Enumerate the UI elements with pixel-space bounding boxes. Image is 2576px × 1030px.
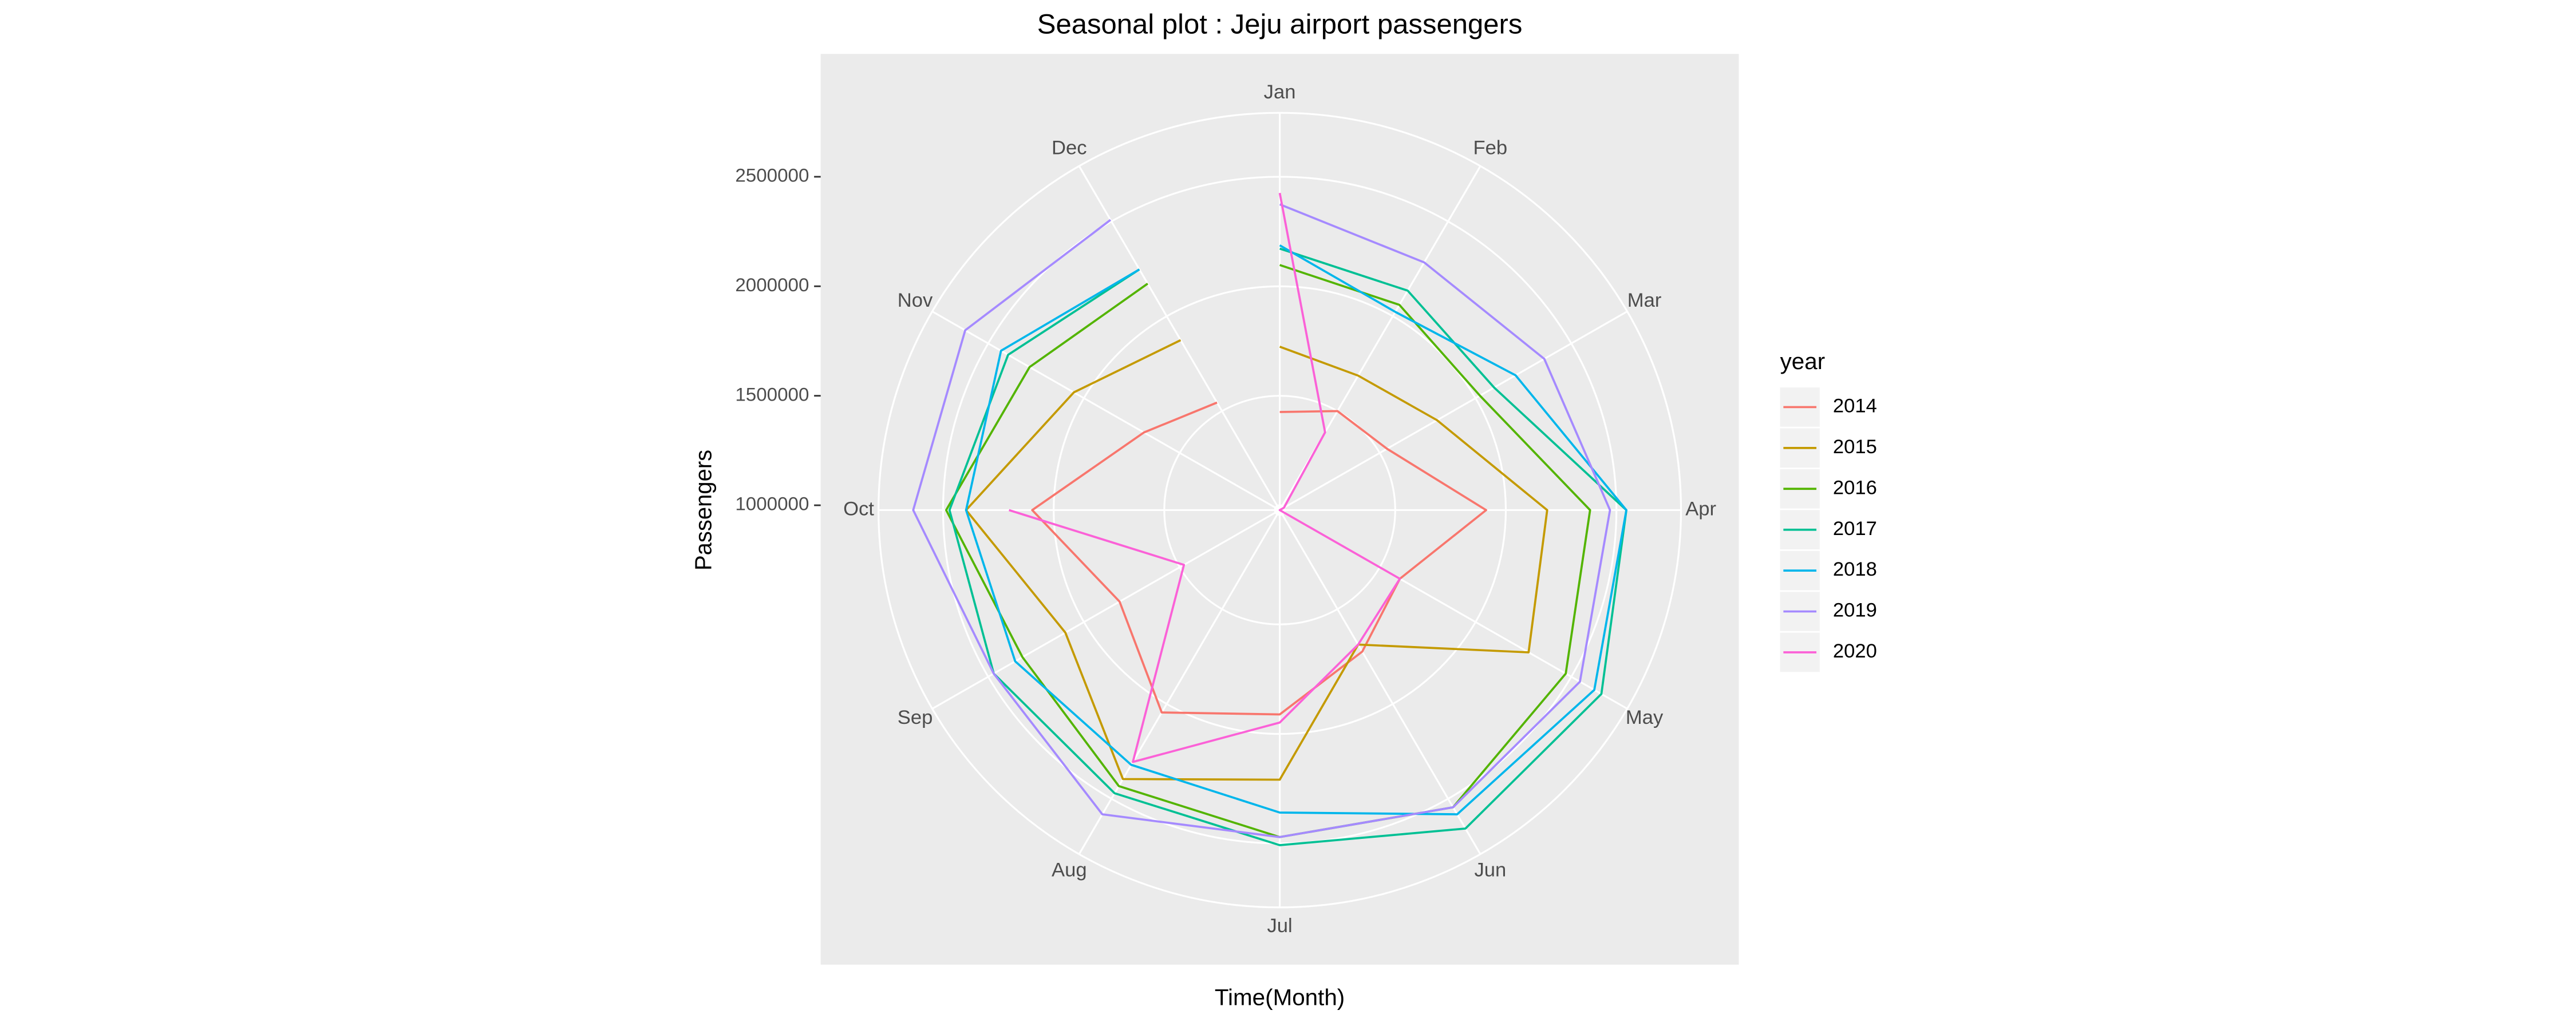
- spoke: [1279, 310, 1628, 511]
- legend-label: 2017: [1833, 518, 1877, 540]
- month-label: Aug: [1052, 859, 1087, 881]
- spoke: [1078, 165, 1281, 511]
- legend-label: 2016: [1833, 477, 1877, 498]
- month-label: Dec: [1052, 137, 1087, 159]
- series-line: [1009, 192, 1401, 763]
- chart-title: Seasonal plot : Jeju airport passengers: [1037, 9, 1523, 40]
- legend-label: 2020: [1833, 640, 1877, 662]
- spoke: [1279, 509, 1481, 855]
- y-tick-label: 1500000: [735, 383, 809, 405]
- legend-label: 2018: [1833, 558, 1877, 580]
- series-line: [948, 247, 1627, 846]
- month-label: Jan: [1264, 81, 1296, 103]
- legend-title: year: [1780, 348, 1826, 374]
- month-label: Sep: [898, 707, 933, 728]
- month-label: Jul: [1267, 915, 1292, 937]
- month-label: Nov: [898, 290, 933, 311]
- month-label: Jun: [1474, 859, 1506, 881]
- spoke: [1078, 509, 1281, 855]
- series-line: [965, 244, 1627, 815]
- legend-label: 2015: [1833, 436, 1877, 458]
- x-axis-label: Time(Month): [1215, 984, 1345, 1010]
- spoke: [931, 310, 1281, 511]
- legend-label: 2019: [1833, 600, 1877, 621]
- month-label: May: [1626, 707, 1664, 728]
- y-tick-label: 2500000: [735, 165, 809, 186]
- legend-label: 2014: [1833, 395, 1877, 417]
- month-label: Oct: [843, 498, 874, 520]
- y-tick-label: 1000000: [735, 493, 809, 514]
- month-label: Feb: [1473, 137, 1508, 159]
- month-label: Mar: [1627, 290, 1662, 311]
- y-tick-label: 2000000: [735, 274, 809, 295]
- series-line: [965, 339, 1548, 781]
- series-line: [912, 203, 1611, 838]
- month-label: Apr: [1685, 498, 1716, 520]
- spoke: [931, 509, 1281, 710]
- y-axis-label: Passengers: [690, 450, 716, 571]
